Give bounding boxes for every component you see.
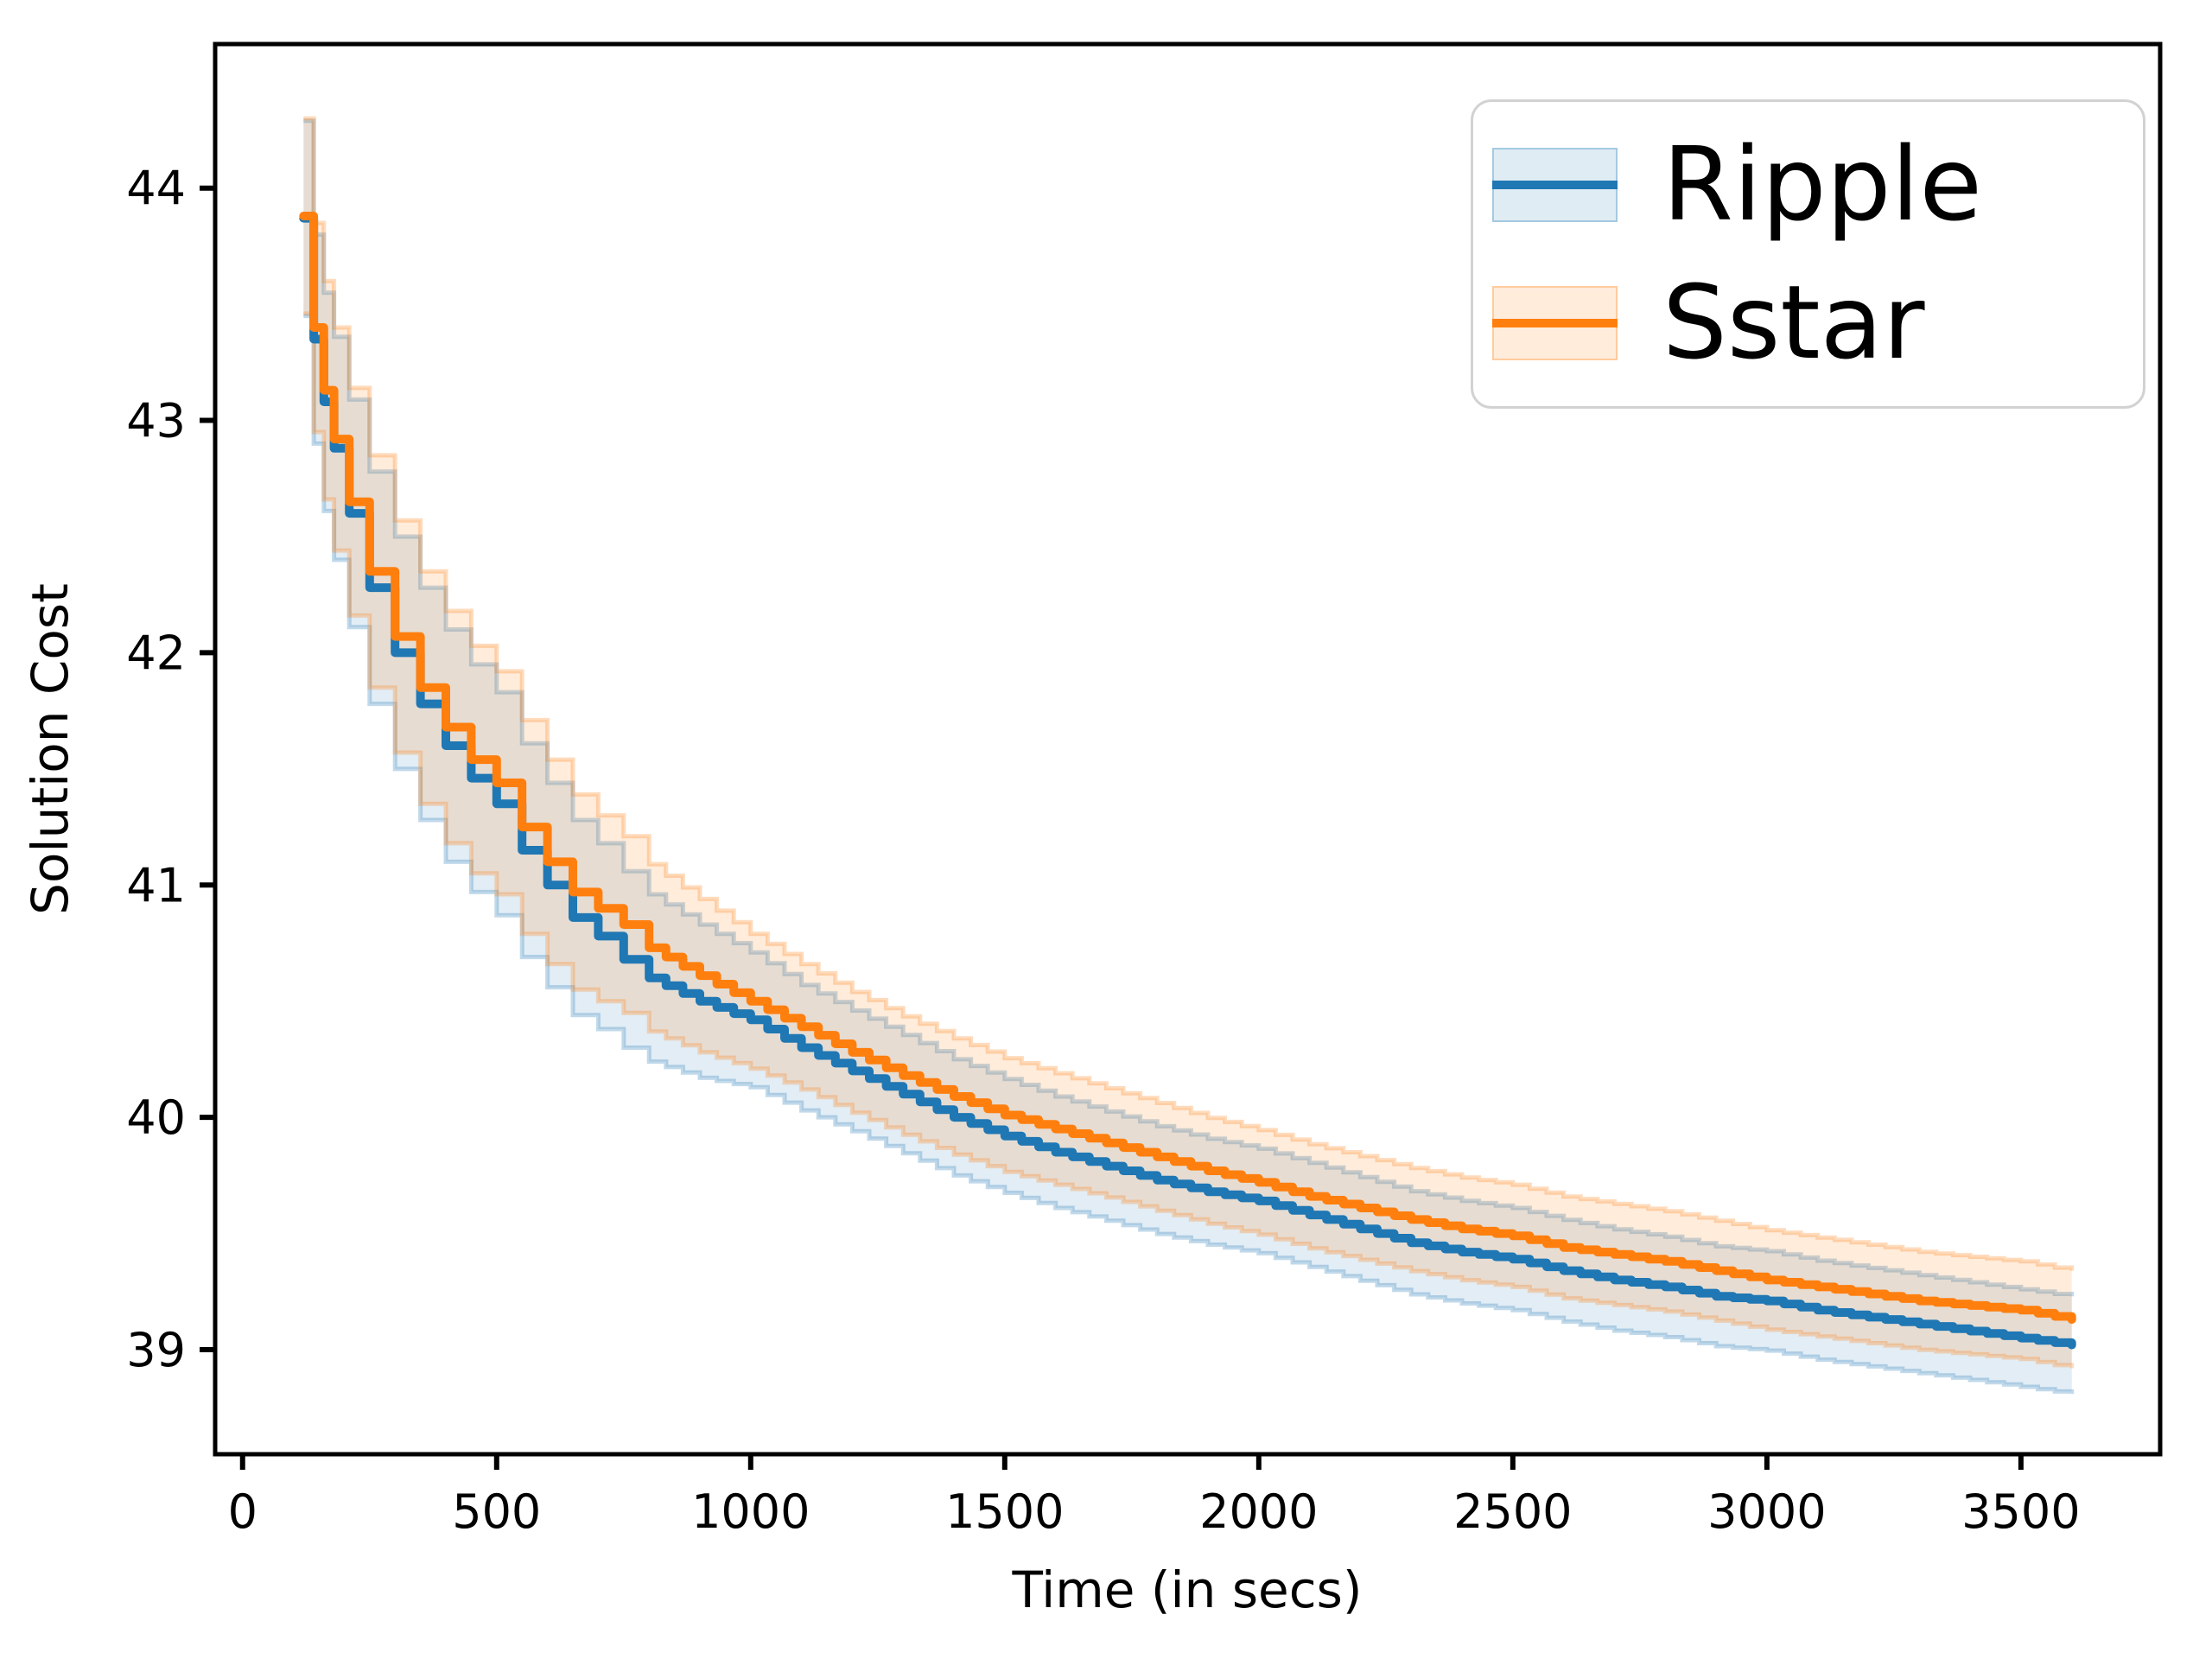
x-tick-label: 3000	[1707, 1484, 1826, 1539]
ci-upper-edge-ripple	[303, 118, 2075, 1297]
sstar-line-icon	[1492, 319, 1618, 328]
x-tick-label: 500	[452, 1484, 541, 1539]
y-tick-label: 41	[126, 858, 186, 912]
legend: Ripple Sstar	[1471, 99, 2145, 409]
y-tick-label: 39	[126, 1323, 186, 1377]
series-line-ripple	[299, 213, 2076, 1350]
ci-lower-edge-sstar	[303, 311, 2075, 1369]
sstar-line-swatch-icon	[1492, 286, 1618, 361]
y-tick-label: 42	[126, 626, 186, 680]
axes-spines	[213, 41, 2163, 1457]
y-tick-label: 43	[126, 394, 186, 448]
ci-upper-edge-sstar	[303, 116, 2075, 1271]
y-tick-label: 44	[126, 162, 186, 216]
y-axis-label: Solution Cost	[21, 583, 79, 915]
x-tick-label: 1500	[945, 1484, 1064, 1539]
x-axis-label: Time (in secs)	[1012, 1560, 1363, 1619]
legend-label-ripple: Ripple	[1662, 124, 1982, 244]
x-tick-label: 1000	[691, 1484, 810, 1539]
y-tick-label: 40	[126, 1090, 186, 1145]
ci-band-sstar	[303, 118, 2072, 1369]
x-tick-label: 3500	[1961, 1484, 2080, 1539]
x-tick-label: 2000	[1199, 1484, 1318, 1539]
legend-label-sstar: Sstar	[1662, 263, 1925, 383]
series-line-sstar	[299, 212, 2076, 1325]
legend-entry-ripple: Ripple	[1492, 124, 2143, 244]
ripple-line-icon	[1492, 180, 1618, 189]
ripple-line-swatch-icon	[1492, 147, 1618, 222]
x-tick-label: 0	[228, 1484, 257, 1539]
ci-lower-edge-ripple	[303, 314, 2075, 1395]
ci-band-ripple	[303, 120, 2072, 1395]
legend-entry-sstar: Sstar	[1492, 267, 2143, 379]
x-tick-label: 2500	[1453, 1484, 1572, 1539]
